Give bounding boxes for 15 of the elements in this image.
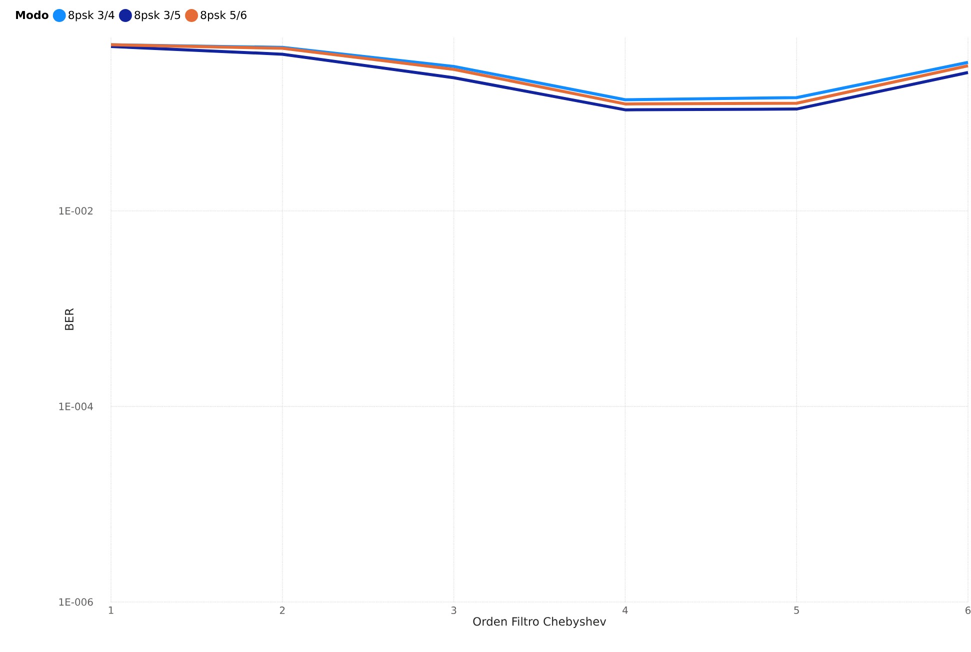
legend-label: 8psk 3/4 — [68, 10, 114, 22]
legend-label: 8psk 5/6 — [200, 10, 246, 22]
x-tick-label: 1 — [108, 606, 114, 614]
y-axis-title: BER — [65, 308, 74, 330]
x-tick-label: 4 — [622, 606, 628, 614]
x-tick-label: 3 — [451, 606, 456, 614]
x-tick-label: 2 — [280, 606, 285, 614]
x-tick-label: 6 — [966, 606, 971, 614]
y-tick-label: 1E-004 — [59, 402, 93, 410]
x-axis-title: Orden Filtro Chebyshev — [473, 616, 606, 628]
x-tick-label: 5 — [794, 606, 799, 614]
legend-title: Modo — [16, 10, 48, 20]
y-tick-label: 1E-006 — [59, 598, 93, 606]
y-tick-label: 1E-002 — [59, 207, 92, 215]
legend-label: 8psk 3/5 — [134, 10, 180, 22]
